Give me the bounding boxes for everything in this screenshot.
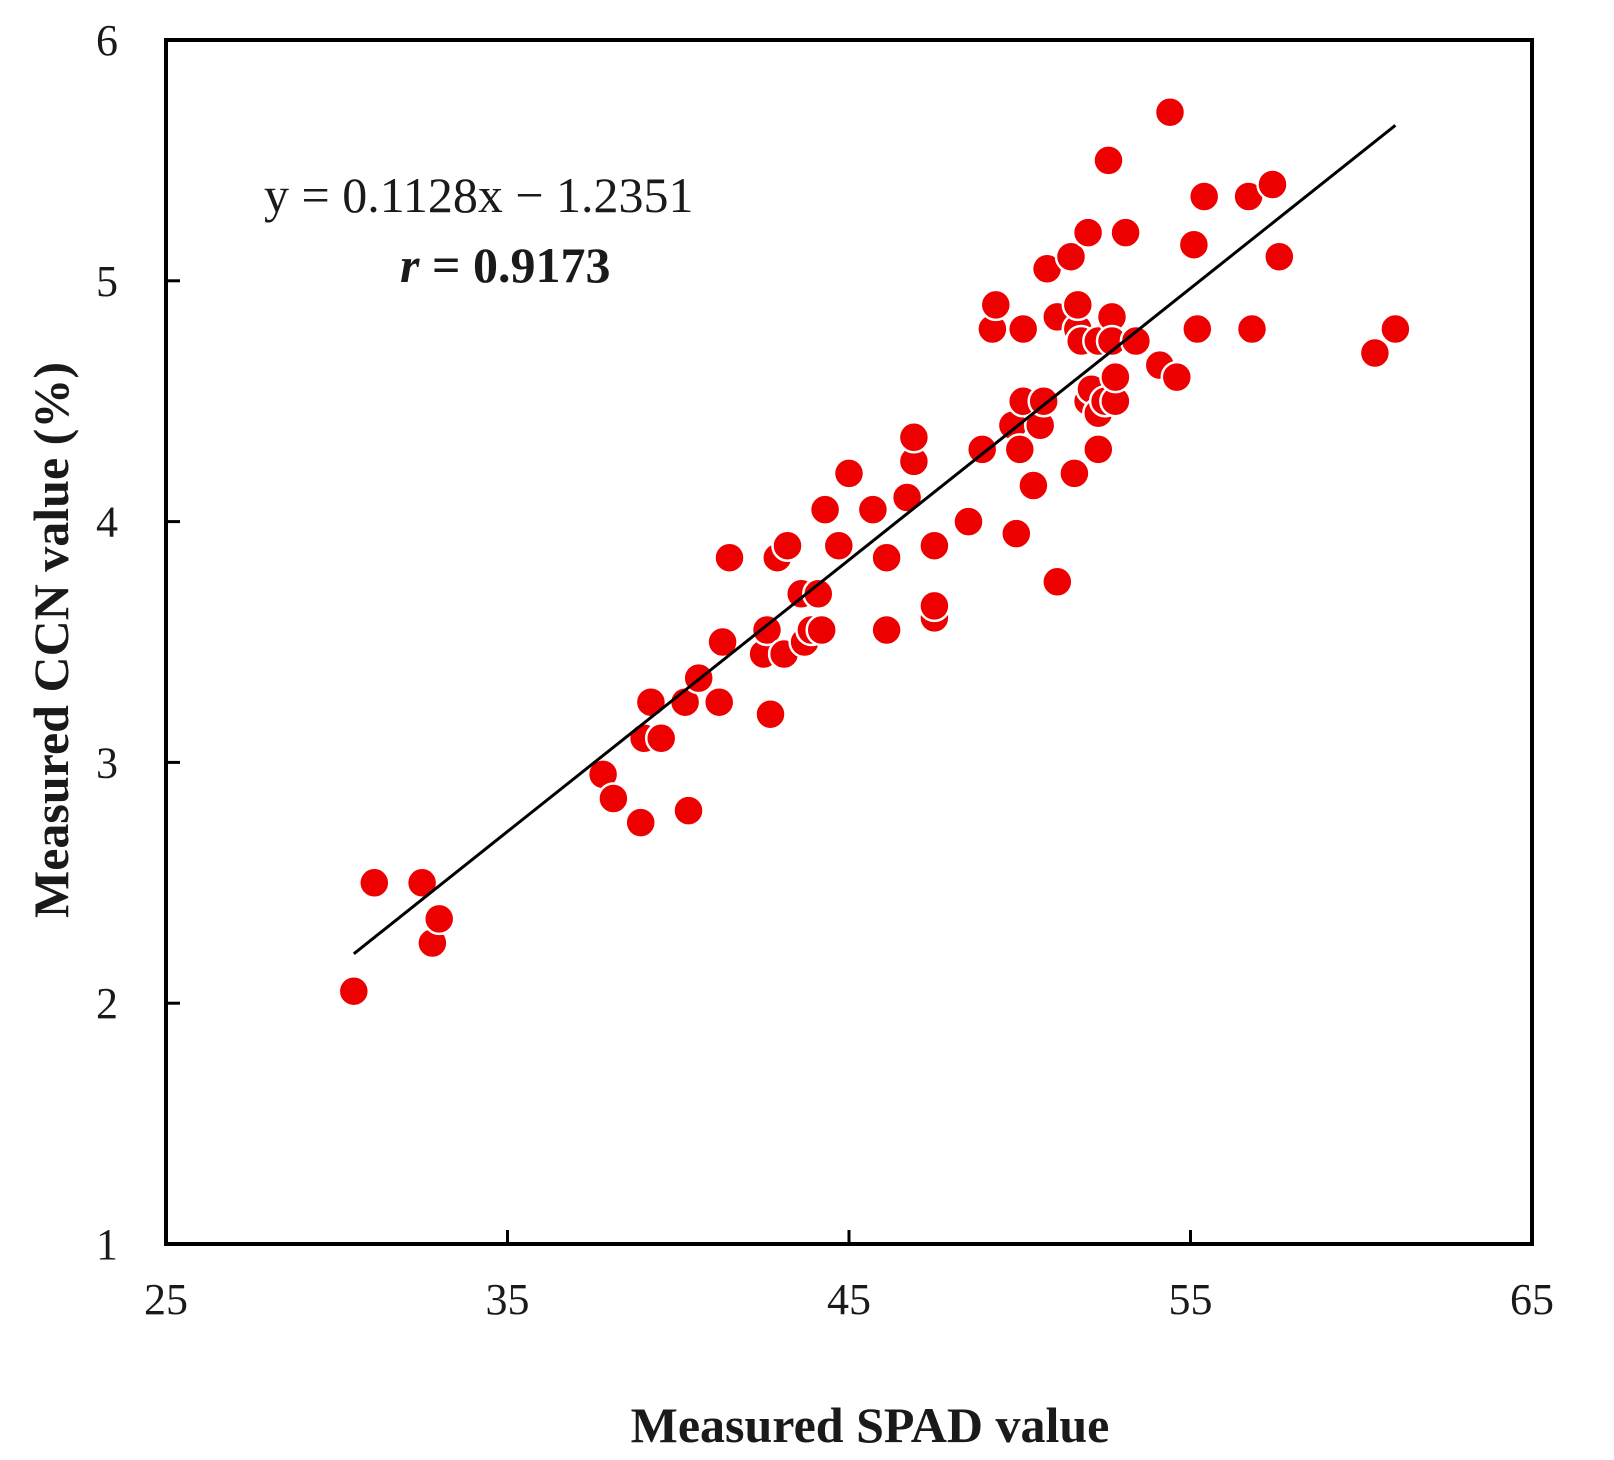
data-point-72 [1099, 360, 1132, 394]
data-point-15 [702, 685, 736, 719]
data-point-49 [1006, 312, 1040, 346]
y-axis-ticks: 1 2 3 4 5 6 [96, 16, 180, 1269]
data-point-78 [1177, 228, 1211, 261]
y-axis-title: Measured CCN value (%) [23, 362, 79, 918]
correlation-label: r = 0.9173 [400, 237, 610, 293]
data-point-1 [337, 974, 371, 1008]
y-tick-label-6: 6 [96, 16, 118, 65]
data-point-3 [405, 866, 439, 900]
y-tick-label-3: 3 [96, 738, 118, 787]
data-point-44 [979, 288, 1013, 322]
data-point-76 [1153, 95, 1187, 129]
data-point-57 [1058, 457, 1091, 490]
data-point-54 [1041, 565, 1074, 599]
data-point-79 [1181, 312, 1214, 346]
data-point-68 [1092, 144, 1125, 177]
data-point-56 [1054, 240, 1088, 273]
correlation-symbol: r [400, 237, 420, 293]
correlation-value: = 0.9173 [419, 237, 610, 293]
regression-equation: y = 0.1128x − 1.2351 [264, 167, 694, 223]
data-point-19 [750, 613, 784, 647]
data-point-16 [706, 625, 739, 659]
data-point-33 [870, 613, 903, 647]
data-point-20 [754, 697, 787, 731]
data-point-47 [1003, 433, 1037, 466]
data-point-17 [713, 541, 746, 574]
x-tick-label-55: 55 [1169, 1275, 1213, 1324]
data-point-52 [1027, 384, 1060, 418]
data-points [337, 95, 1412, 1008]
data-point-31 [832, 457, 866, 490]
data-point-39 [918, 589, 951, 623]
data-point-2 [358, 866, 391, 900]
trendline [352, 124, 1397, 955]
data-point-77 [1160, 360, 1194, 394]
x-axis-ticks: 25 35 45 55 65 [144, 1230, 1554, 1324]
x-tick-label-25: 25 [144, 1275, 188, 1324]
data-point-29 [808, 493, 842, 526]
data-point-30 [822, 529, 856, 562]
data-point-80 [1187, 180, 1221, 213]
data-point-84 [1263, 240, 1296, 273]
data-point-50 [1017, 469, 1050, 502]
data-point-34 [870, 541, 903, 574]
data-point-85 [1358, 336, 1392, 370]
x-tick-label-65: 65 [1510, 1275, 1554, 1324]
data-point-7 [597, 782, 630, 815]
data-point-41 [952, 505, 985, 538]
data-point-74 [1119, 324, 1153, 358]
data-point-10 [634, 685, 668, 719]
y-tick-label-1: 1 [96, 1220, 118, 1269]
y-tick-label-5: 5 [96, 257, 118, 306]
data-point-86 [1379, 312, 1412, 346]
x-tick-label-45: 45 [827, 1275, 871, 1324]
data-point-23 [771, 529, 804, 562]
x-tick-label-35: 35 [486, 1275, 530, 1324]
data-point-8 [624, 806, 657, 839]
data-point-61 [1071, 216, 1105, 249]
data-point-5 [422, 902, 456, 936]
data-point-11 [644, 722, 678, 755]
data-point-37 [897, 421, 931, 454]
data-point-13 [672, 794, 705, 827]
data-point-83 [1256, 168, 1289, 201]
data-point-35 [890, 481, 924, 514]
data-point-73 [1109, 216, 1142, 249]
data-point-27 [802, 577, 835, 611]
data-point-28 [805, 613, 838, 647]
data-point-32 [856, 493, 890, 526]
data-point-65 [1082, 433, 1115, 466]
data-point-46 [1000, 517, 1033, 550]
data-point-40 [918, 529, 951, 562]
y-tick-label-4: 4 [96, 498, 118, 547]
data-point-42 [965, 433, 999, 466]
data-point-82 [1235, 312, 1269, 346]
y-tick-label-2: 2 [96, 979, 118, 1028]
x-axis-title: Measured SPAD value [631, 1397, 1110, 1453]
data-point-59 [1061, 288, 1095, 322]
